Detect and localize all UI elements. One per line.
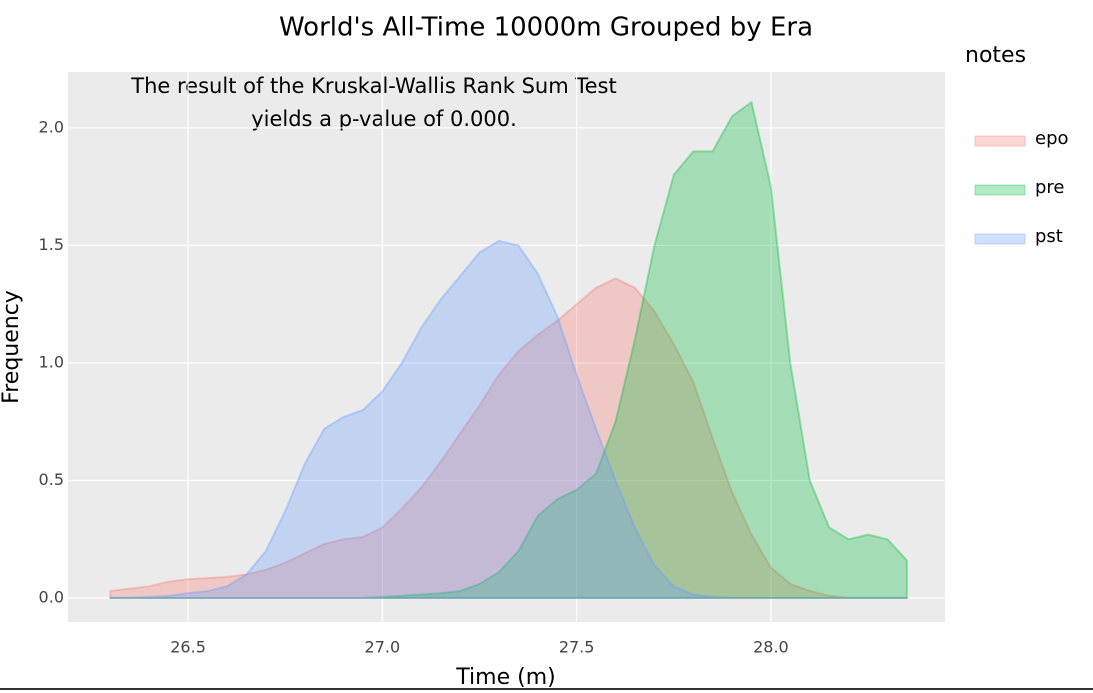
legend-label: pre (1035, 177, 1065, 198)
area (109, 239, 908, 600)
y-tick-label: 0.0 (39, 588, 64, 607)
x-axis-label: Time (m) (455, 665, 555, 690)
annotation: yields a p-value of 0.000. (251, 107, 517, 131)
legend-swatch (974, 233, 1026, 245)
y-tick-label: 0.5 (39, 470, 64, 489)
chart-title: World's All-Time 10000m Grouped by Era (279, 13, 813, 43)
y-tick-label: 1.0 (39, 352, 64, 371)
annotation: The result of the Kruskal-Wallis Rank Su… (130, 74, 616, 98)
y-tick-label: 2.0 (39, 117, 64, 136)
legend-swatch (974, 184, 1026, 196)
y-tick-label: 1.5 (39, 235, 64, 254)
plot-panel (68, 72, 945, 622)
legend-swatch (974, 135, 1026, 147)
legend-title: notes (965, 43, 1026, 68)
legend-label: epo (1035, 128, 1069, 149)
x-tick-label: 27.5 (559, 638, 595, 657)
legend-label: pst (1035, 226, 1063, 247)
x-tick-label: 28.0 (753, 638, 789, 657)
x-tick-label: 26.5 (170, 638, 206, 657)
x-tick-label: 27.0 (365, 638, 401, 657)
area (109, 101, 908, 600)
area (109, 277, 908, 600)
y-axis-label: Frequency (0, 290, 24, 404)
